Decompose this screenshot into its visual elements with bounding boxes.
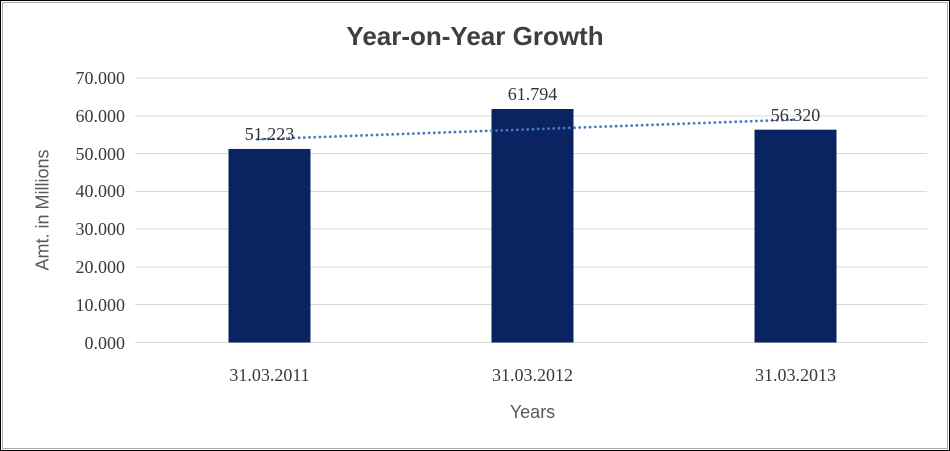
- x-category-label: 31.03.2011: [229, 365, 310, 385]
- y-tick-label: 50.000: [75, 143, 126, 164]
- bar-data-label: 51.223: [244, 123, 295, 144]
- y-tick-label: 0.000: [84, 332, 126, 353]
- x-category-label: 31.03.2013: [755, 365, 836, 385]
- y-tick-label: 40.000: [75, 181, 126, 202]
- x-axis-title: Years: [509, 402, 556, 422]
- trendline: [256, 118, 797, 141]
- bar: [491, 109, 574, 343]
- y-tick-label: 70.000: [75, 68, 126, 88]
- bar: [754, 129, 837, 343]
- y-tick-label: 30.000: [75, 219, 126, 240]
- y-tick-label: 10.000: [75, 294, 126, 315]
- bar: [228, 148, 311, 343]
- chart-title: Year-on-Year Growth: [346, 21, 604, 51]
- y-tick-label: 60.000: [75, 105, 126, 126]
- bar-data-label: 56.320: [770, 104, 821, 125]
- y-tick-label: 20.000: [75, 256, 126, 277]
- x-category-label: 31.03.2012: [492, 365, 573, 385]
- bar-data-label: 61.794: [507, 84, 558, 104]
